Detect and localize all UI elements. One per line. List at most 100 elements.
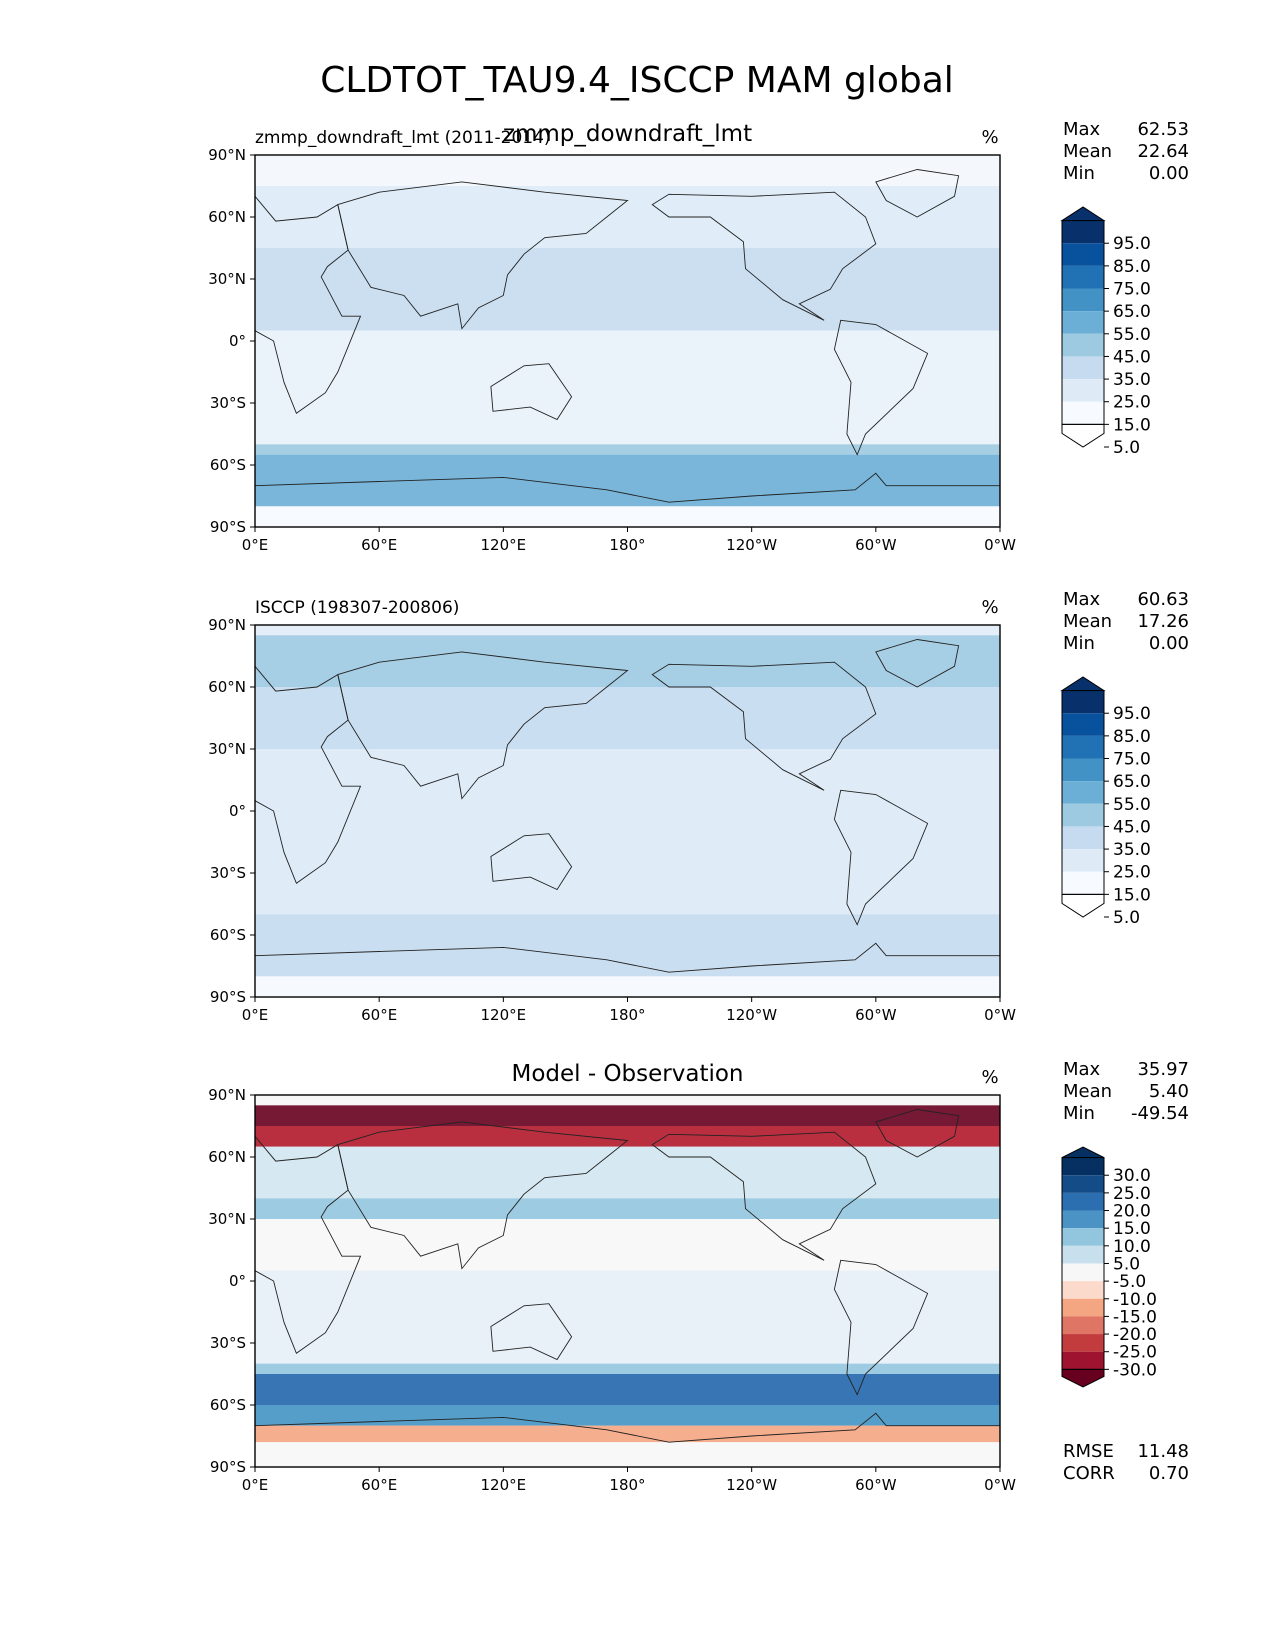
coastline <box>833 319 929 456</box>
colorbar-segment <box>1062 356 1104 380</box>
lon-tick-label: 120°W <box>726 1006 777 1024</box>
colorbar-segment <box>1062 826 1104 850</box>
lat-tick-label: 30°N <box>208 270 246 288</box>
colorbar-segment <box>1062 220 1104 244</box>
coastline <box>875 169 960 218</box>
colorbar-tick-label: 25.0 <box>1113 393 1151 413</box>
colorbar-tick-label: 85.0 <box>1113 257 1151 277</box>
colorbar-tick-label: 20.0 <box>1113 1202 1151 1222</box>
coastline <box>490 1303 573 1361</box>
colorbar-tick-label: 75.0 <box>1113 280 1151 300</box>
colorbar-segment <box>1062 758 1104 782</box>
colorbar-segment <box>1062 713 1104 736</box>
map-field <box>255 625 1000 997</box>
colorbar-segment <box>1062 1245 1104 1264</box>
field-band <box>255 1442 1000 1467</box>
coastline <box>255 472 1000 527</box>
colorbar-tick-label: 25.0 <box>1113 863 1151 883</box>
colorbar-extend-top <box>1061 1146 1105 1159</box>
colorbar-segment <box>1062 1334 1104 1352</box>
field-band <box>255 1126 1000 1147</box>
coastline <box>255 942 1000 997</box>
footer-stat-value: 0.70 <box>1149 1463 1189 1484</box>
stat-label: Max <box>1063 589 1101 610</box>
lon-tick-label: 180° <box>609 1006 645 1024</box>
colorbar-segment <box>1062 781 1104 804</box>
figure-title: CLDTOT_TAU9.4_ISCCP MAM global <box>320 60 954 101</box>
coastline <box>337 651 629 800</box>
colorbar-tick-label: 95.0 <box>1113 234 1151 254</box>
panel-center-title: zmmp_downdraft_lmt <box>503 121 752 147</box>
lon-tick-label: 0°W <box>984 1006 1016 1024</box>
colorbar-tick-label: 15.0 <box>1113 885 1151 905</box>
colorbar-tick-label: 35.0 <box>1113 370 1151 390</box>
colorbar-segment <box>1062 1192 1104 1211</box>
stat-value: 22.64 <box>1137 141 1189 162</box>
lat-tick-label: 90°S <box>210 988 246 1006</box>
colorbar-tick-label: 5.0 <box>1113 1254 1140 1274</box>
lon-tick-label: 0°W <box>984 536 1016 554</box>
field-band <box>255 976 1000 997</box>
colorbar: 30.025.020.015.010.05.0-5.0-10.0-15.0-20… <box>1061 1146 1157 1388</box>
lon-tick-label: 0°E <box>242 536 269 554</box>
lat-tick-label: 60°S <box>210 456 246 474</box>
colorbar-segment <box>1062 401 1104 425</box>
colorbar-segment <box>1062 871 1104 895</box>
lon-tick-label: 60°W <box>855 1476 897 1494</box>
field-band <box>255 635 1000 687</box>
colorbar-segment <box>1062 1351 1104 1370</box>
colorbar-tick-label: 75.0 <box>1113 750 1151 770</box>
colorbar-segment <box>1062 1175 1104 1193</box>
colorbar-frame <box>1061 220 1105 425</box>
lon-tick-label: 120°E <box>481 1006 527 1024</box>
lat-tick-label: 30°S <box>210 864 246 882</box>
field-band <box>255 248 1000 331</box>
colorbar-tick-label: 35.0 <box>1113 840 1151 860</box>
lon-tick-label: 0°W <box>984 1476 1016 1494</box>
stat-label: Mean <box>1063 1081 1112 1102</box>
stat-label: Min <box>1063 163 1095 184</box>
colorbar-tick-label: -30.0 <box>1113 1360 1157 1380</box>
lat-tick-label: 0° <box>229 1272 246 1290</box>
coastline <box>875 639 960 688</box>
lat-tick-label: 60°N <box>208 678 246 696</box>
footer-stat-value: 11.48 <box>1137 1441 1189 1462</box>
map-panel-model: zmmp_downdraft_lmt (2011-2014)zmmp_downd… <box>208 119 1189 554</box>
stat-value: -49.54 <box>1131 1103 1189 1124</box>
colorbar-tick-label: 45.0 <box>1113 817 1151 837</box>
field-band <box>255 749 1000 915</box>
footer-stat-label: RMSE <box>1063 1441 1114 1462</box>
panel-units: % <box>981 597 998 618</box>
colorbar-extend-top <box>1060 676 1106 692</box>
field-band <box>255 1405 1000 1426</box>
colorbar-segment <box>1062 1316 1104 1335</box>
coastline <box>490 363 573 421</box>
coastline <box>833 789 929 926</box>
colorbar-tick-label: 65.0 <box>1113 772 1151 792</box>
colorbar-segment <box>1062 288 1104 312</box>
lat-tick-label: 90°N <box>208 1086 246 1104</box>
stat-value: 62.53 <box>1137 119 1189 140</box>
lon-tick-label: 0°E <box>242 1476 269 1494</box>
colorbar-segment <box>1062 1228 1104 1246</box>
colorbar-tick-label: -5.0 <box>1113 1272 1146 1292</box>
coastline <box>875 1109 960 1158</box>
map-field <box>255 155 1000 527</box>
stat-value: 17.26 <box>1137 611 1189 632</box>
colorbar-extend-bottom <box>1061 423 1105 448</box>
colorbar-segment <box>1062 1210 1104 1229</box>
lat-tick-label: 30°N <box>208 740 246 758</box>
colorbar: 95.0 85.0 75.065.0 55.045.0 35.0 25.015.0 5.0 <box>1060 206 1151 458</box>
field-band <box>255 1374 1000 1405</box>
lon-tick-label: 120°E <box>481 536 527 554</box>
colorbar-segment <box>1062 690 1104 714</box>
coastline <box>651 1131 877 1261</box>
panels-container: zmmp_downdraft_lmt (2011-2014)zmmp_downd… <box>208 119 1189 1494</box>
lon-tick-label: 120°W <box>726 1476 777 1494</box>
stat-label: Mean <box>1063 611 1112 632</box>
colorbar-segment <box>1062 265 1104 289</box>
field-band <box>255 1270 1000 1364</box>
lat-tick-label: 30°S <box>210 394 246 412</box>
colorbar-segment <box>1062 1298 1104 1317</box>
